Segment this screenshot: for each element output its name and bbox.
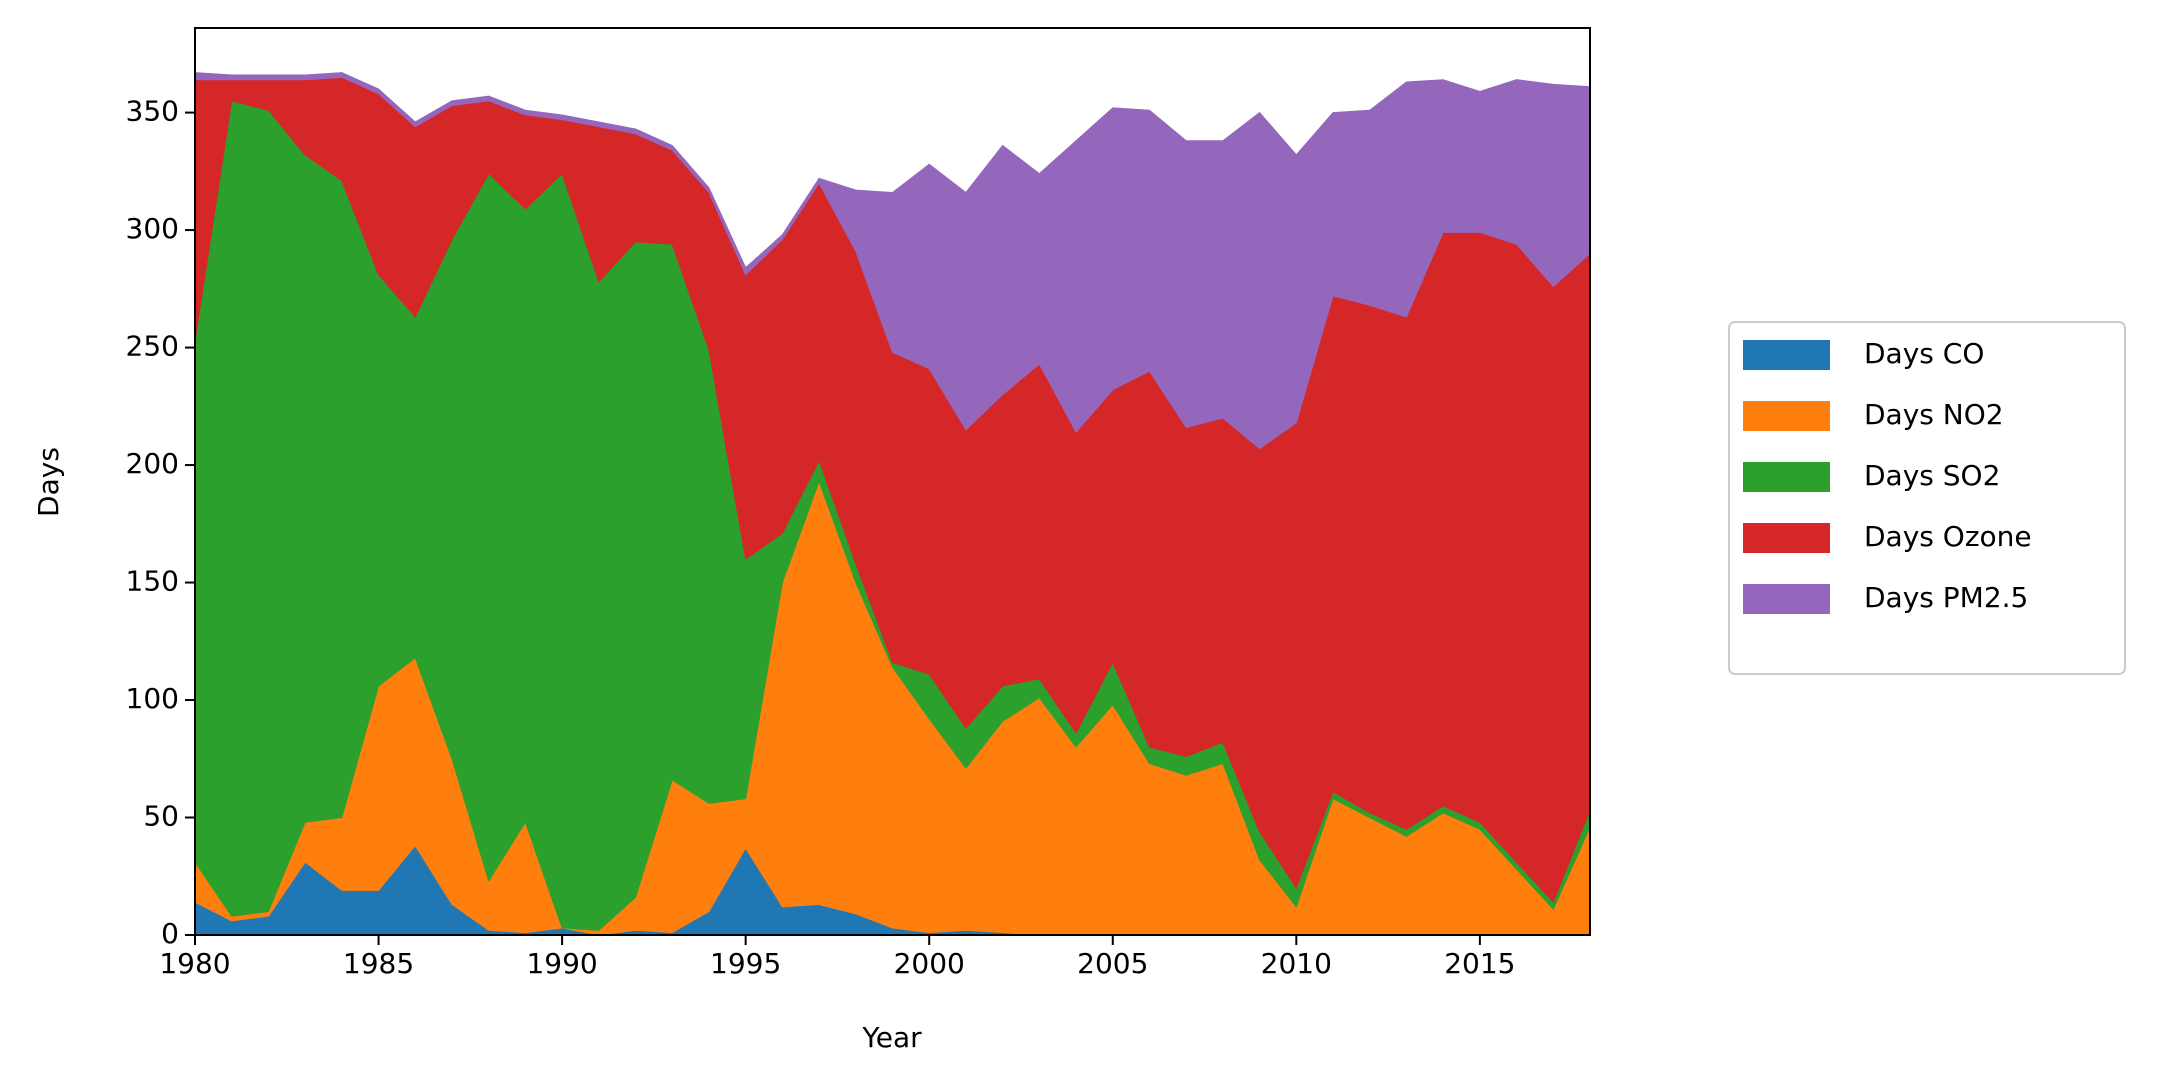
plot-frame xyxy=(194,27,1591,936)
legend-label: Days CO xyxy=(1864,337,1984,370)
y-axis-label: Days xyxy=(32,447,65,517)
x-tick-label: 2015 xyxy=(1444,947,1515,980)
x-tick-label: 1995 xyxy=(710,947,781,980)
legend-label: Days PM2.5 xyxy=(1864,581,2028,614)
y-tick-label: 300 xyxy=(126,212,179,245)
x-tick-label: 1980 xyxy=(159,947,230,980)
x-axis-label: Year xyxy=(861,1021,922,1054)
y-tick-label: 0 xyxy=(161,917,179,950)
x-tick-label: 2010 xyxy=(1261,947,1332,980)
y-tick-label: 150 xyxy=(126,565,179,598)
y-tick-label: 50 xyxy=(143,800,179,833)
legend-box xyxy=(1728,321,2126,675)
y-tick-label: 200 xyxy=(126,447,179,480)
y-tick-label: 250 xyxy=(126,330,179,363)
legend-swatch xyxy=(1743,462,1830,492)
legend-swatch xyxy=(1743,401,1830,431)
y-tick-label: 350 xyxy=(126,95,179,128)
legend-label: Days SO2 xyxy=(1864,459,2000,492)
x-tick-label: 1990 xyxy=(526,947,597,980)
legend-label: Days Ozone xyxy=(1864,520,2032,553)
legend-swatch xyxy=(1743,340,1830,370)
x-tick-label: 2005 xyxy=(1077,947,1148,980)
x-tick-label: 1985 xyxy=(343,947,414,980)
legend-swatch xyxy=(1743,584,1830,614)
legend-label: Days NO2 xyxy=(1864,398,2004,431)
x-tick-label: 2000 xyxy=(894,947,965,980)
y-tick-label: 100 xyxy=(126,682,179,715)
legend-swatch xyxy=(1743,523,1830,553)
